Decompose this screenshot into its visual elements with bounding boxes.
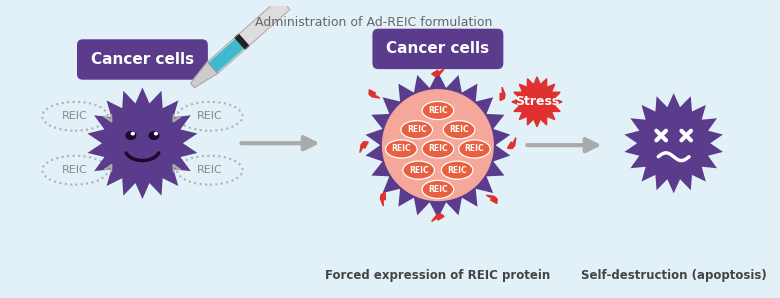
Ellipse shape [422,101,454,119]
FancyBboxPatch shape [77,39,208,80]
Text: REIC: REIC [197,111,222,121]
Polygon shape [508,138,516,149]
Ellipse shape [149,132,159,139]
Polygon shape [431,69,444,76]
Text: REIC: REIC [447,166,467,175]
Text: REIC: REIC [409,166,428,175]
Polygon shape [287,0,307,4]
Polygon shape [209,39,244,72]
Polygon shape [431,214,444,221]
Text: Stress: Stress [515,95,559,108]
Ellipse shape [422,180,454,198]
Text: REIC: REIC [407,125,427,134]
Polygon shape [190,62,218,88]
Text: REIC: REIC [428,106,448,115]
Text: Administration of Ad-REIC formulation: Administration of Ad-REIC formulation [255,16,492,30]
Ellipse shape [443,121,475,139]
Ellipse shape [131,132,134,135]
Polygon shape [284,0,299,5]
Ellipse shape [126,132,136,139]
Polygon shape [500,87,505,100]
Ellipse shape [385,140,417,158]
Text: REIC: REIC [392,145,411,153]
Polygon shape [366,72,510,218]
Ellipse shape [402,161,434,179]
Text: REIC: REIC [428,145,448,153]
Text: REIC: REIC [465,145,484,153]
Polygon shape [486,195,497,204]
Ellipse shape [459,140,491,158]
Polygon shape [625,93,723,193]
Ellipse shape [154,132,158,135]
FancyBboxPatch shape [373,29,503,69]
Text: REIC: REIC [62,165,88,175]
Text: REIC: REIC [62,111,88,121]
Text: REIC: REIC [449,125,469,134]
Text: REIC: REIC [197,165,222,175]
Ellipse shape [441,161,473,179]
Ellipse shape [401,121,433,139]
Polygon shape [512,77,562,127]
Text: Self-destruction (apoptosis): Self-destruction (apoptosis) [581,268,767,282]
Polygon shape [207,0,290,73]
Polygon shape [235,34,249,49]
Polygon shape [360,142,368,153]
Text: Cancer cells: Cancer cells [91,52,194,67]
Polygon shape [381,193,385,206]
Text: Forced expression of REIC protein: Forced expression of REIC protein [325,268,551,282]
Polygon shape [369,90,380,98]
Ellipse shape [422,140,454,158]
Ellipse shape [382,90,493,201]
Polygon shape [87,87,197,199]
Text: Cancer cells: Cancer cells [386,41,490,56]
Text: REIC: REIC [428,185,448,194]
